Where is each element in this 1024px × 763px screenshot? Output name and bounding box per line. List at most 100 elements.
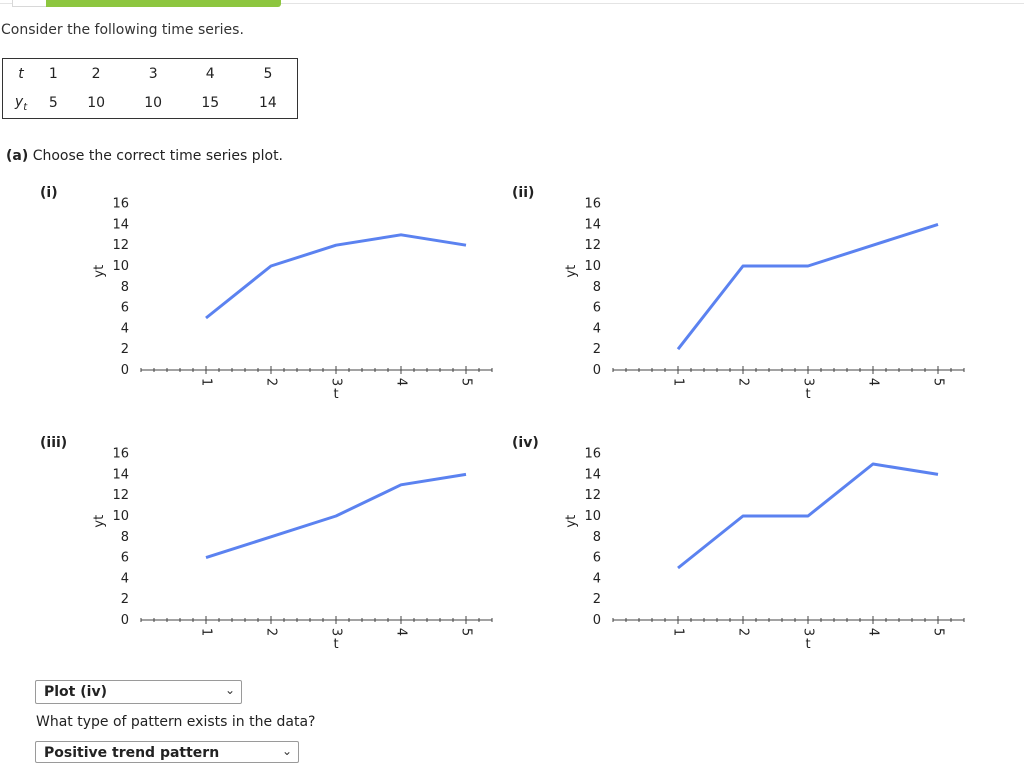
series-line bbox=[205, 233, 467, 320]
y-tick-label: 0 bbox=[593, 613, 601, 628]
y-tick-label: 6 bbox=[121, 301, 129, 316]
table-row-t: t 1 2 3 4 5 bbox=[3, 59, 298, 89]
y-cell: 14 bbox=[258, 95, 277, 112]
x-axis-label: t bbox=[333, 387, 338, 402]
x-tick-label: 2 bbox=[736, 378, 751, 386]
tab-stub bbox=[12, 0, 50, 7]
y-cell: 10 bbox=[87, 95, 106, 112]
x-tick-label: 1 bbox=[199, 628, 214, 636]
x-tick-label: 2 bbox=[736, 628, 751, 636]
y-tick-label: 4 bbox=[121, 571, 129, 586]
series-line bbox=[676, 222, 939, 351]
x-tick-label: 3 bbox=[801, 628, 816, 636]
plot-choice-value: Plot (iv) bbox=[44, 684, 107, 700]
t-cell: 2 bbox=[91, 65, 101, 82]
row-label-t: t bbox=[18, 65, 24, 82]
t-cell: 4 bbox=[205, 65, 215, 82]
y-tick-label: 10 bbox=[584, 509, 601, 524]
y-tick-label: 2 bbox=[593, 592, 601, 607]
plot-label-iv: (iv) bbox=[512, 435, 539, 451]
y-tick-label: 6 bbox=[593, 301, 601, 316]
y-tick-label: 16 bbox=[584, 447, 601, 462]
y-axis-label: yt bbox=[92, 515, 107, 528]
y-tick-label: 12 bbox=[112, 238, 129, 253]
y-tick-label: 8 bbox=[121, 530, 129, 545]
x-tick-label: 4 bbox=[866, 378, 881, 386]
y-tick-label: 0 bbox=[121, 613, 129, 628]
time-series-table: t 1 2 3 4 5 yt 5 10 10 15 14 bbox=[2, 58, 298, 119]
x-tick-label: 1 bbox=[199, 378, 214, 386]
series-line bbox=[205, 472, 467, 560]
y-cell: 15 bbox=[201, 95, 220, 112]
y-tick-label: 12 bbox=[584, 488, 601, 503]
y-tick-label: 0 bbox=[121, 363, 129, 378]
y-cell: 10 bbox=[144, 95, 163, 112]
x-tick-label: 1 bbox=[671, 378, 686, 386]
y-tick-label: 14 bbox=[112, 467, 129, 482]
y-tick-label: 10 bbox=[112, 509, 129, 524]
y-tick-label: 12 bbox=[112, 488, 129, 503]
y-tick-label: 8 bbox=[593, 280, 601, 295]
pattern-question: What type of pattern exists in the data? bbox=[36, 714, 316, 730]
y-tick-label: 0 bbox=[593, 363, 601, 378]
y-axis-label: yt bbox=[564, 515, 579, 528]
table-row-y: yt 5 10 10 15 14 bbox=[3, 89, 298, 119]
y-tick-label: 6 bbox=[593, 551, 601, 566]
x-tick-label: 5 bbox=[459, 378, 474, 386]
y-tick-label: 6 bbox=[121, 551, 129, 566]
plot-label-i: (i) bbox=[40, 185, 58, 201]
y-tick-label: 10 bbox=[112, 259, 129, 274]
plot-choice-select[interactable]: Plot (iv) ⌄ bbox=[35, 680, 242, 704]
progress-bar bbox=[46, 0, 281, 7]
x-axis-label: t bbox=[333, 637, 338, 652]
x-tick-label: 5 bbox=[931, 378, 946, 386]
y-tick-label: 2 bbox=[593, 342, 601, 357]
x-tick-label: 1 bbox=[671, 628, 686, 636]
y-cell: 5 bbox=[48, 95, 58, 112]
t-cell: 5 bbox=[263, 65, 273, 82]
y-axis-label: yt bbox=[92, 265, 107, 278]
y-tick-label: 4 bbox=[593, 571, 601, 586]
x-axis-label: t bbox=[805, 637, 810, 652]
y-tick-label: 10 bbox=[584, 259, 601, 274]
x-tick-label: 5 bbox=[931, 628, 946, 636]
y-tick-label: 4 bbox=[121, 321, 129, 336]
plot-label-iii: (iii) bbox=[40, 435, 68, 451]
pattern-choice-select[interactable]: Positive trend pattern ⌄ bbox=[35, 741, 299, 763]
row-label-y-sub: t bbox=[23, 101, 28, 113]
y-tick-label: 8 bbox=[593, 530, 601, 545]
t-cell: 3 bbox=[148, 65, 158, 82]
y-tick-label: 14 bbox=[584, 217, 601, 232]
pattern-choice-value: Positive trend pattern bbox=[44, 745, 220, 761]
intro-text: Consider the following time series. bbox=[1, 22, 244, 38]
x-axis-label: t bbox=[805, 387, 810, 402]
x-tick-label: 3 bbox=[801, 378, 816, 386]
y-tick-label: 16 bbox=[112, 447, 129, 462]
row-label-y: y bbox=[14, 93, 24, 110]
chevron-down-icon: ⌄ bbox=[224, 683, 235, 697]
t-cell: 1 bbox=[48, 65, 58, 82]
y-tick-label: 16 bbox=[112, 197, 129, 212]
series-line bbox=[677, 462, 939, 570]
x-tick-label: 4 bbox=[866, 628, 881, 636]
x-tick-label: 4 bbox=[394, 628, 409, 636]
part-a-prompt: (a) Choose the correct time series plot. bbox=[6, 148, 283, 164]
y-tick-label: 16 bbox=[584, 197, 601, 212]
x-tick-label: 3 bbox=[329, 628, 344, 636]
plot-label-ii: (ii) bbox=[512, 185, 535, 201]
part-a-text: Choose the correct time series plot. bbox=[32, 148, 284, 164]
y-tick-label: 14 bbox=[584, 467, 601, 482]
y-tick-label: 12 bbox=[584, 238, 601, 253]
y-tick-label: 14 bbox=[112, 217, 129, 232]
x-tick-label: 3 bbox=[329, 378, 344, 386]
y-axis-label: yt bbox=[564, 265, 579, 278]
x-tick-label: 2 bbox=[264, 628, 279, 636]
x-tick-label: 4 bbox=[394, 378, 409, 386]
y-tick-label: 2 bbox=[121, 592, 129, 607]
y-tick-label: 4 bbox=[593, 321, 601, 336]
x-tick-label: 2 bbox=[264, 378, 279, 386]
